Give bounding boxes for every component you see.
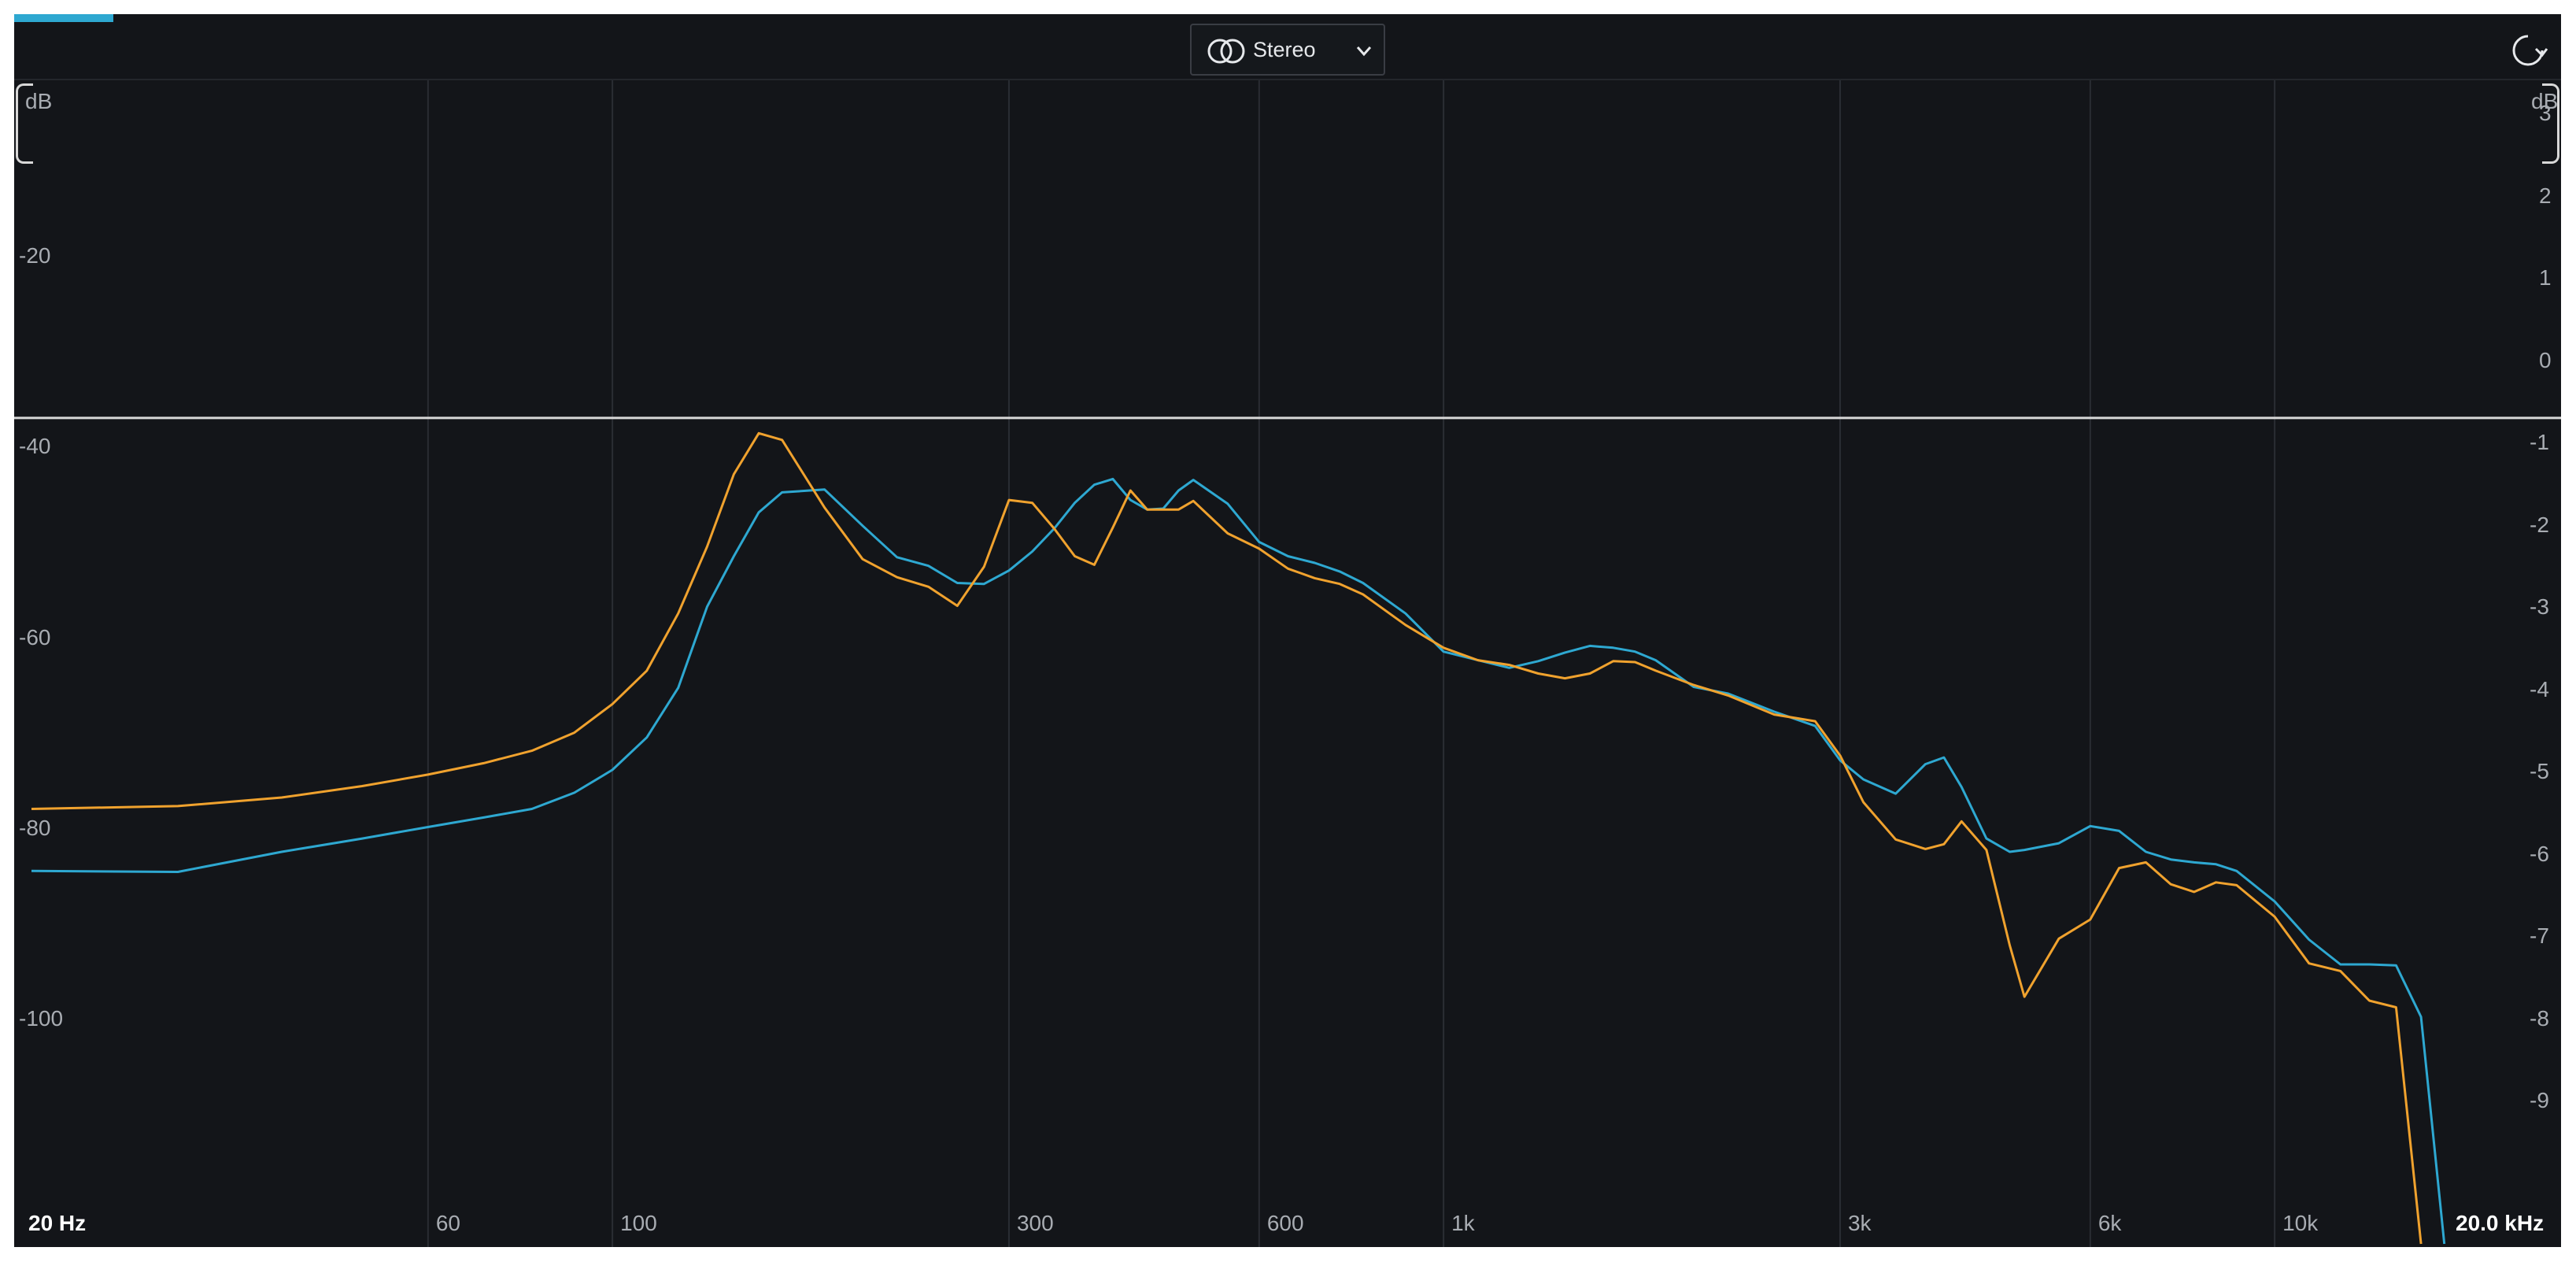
db-tick-left: -100	[19, 1006, 64, 1031]
db-tick-right: 1	[2539, 265, 2552, 290]
db-tick-right: -8	[2530, 1005, 2549, 1031]
stereo-icon	[1207, 39, 1245, 64]
toolbar-divider	[14, 79, 2561, 80]
freq-tick: 600	[1266, 1211, 1304, 1235]
db-tick-right: -7	[2530, 923, 2549, 948]
freq-tick: 10k	[2282, 1211, 2319, 1235]
top-margin	[0, 0, 2576, 14]
left-scale-handle[interactable]	[16, 83, 33, 164]
reset-icon[interactable]	[2508, 30, 2548, 71]
db-tick-right: 2	[2539, 183, 2552, 208]
db-tick-right: -5	[2530, 759, 2549, 783]
spectrum-chart	[14, 80, 2561, 1247]
accent-strip	[14, 14, 113, 22]
db-tick-right: -9	[2530, 1088, 2549, 1112]
db-tick-left: -20	[19, 243, 51, 268]
freq-tick: 300	[1016, 1211, 1054, 1235]
db-tick-right: 0	[2539, 347, 2552, 372]
db-tick-right: -3	[2530, 594, 2549, 619]
spectrum-analyzer-panel: Stereo dB dB -20 -40 -60 -80 -100 3 2 1 0 -1 -2 -3…	[14, 14, 2561, 1247]
spectrum-line-blue	[31, 477, 2446, 1245]
db-unit-right: dB	[2531, 89, 2559, 113]
db-tick-left: -60	[19, 624, 51, 650]
stereo-mode-dropdown[interactable]: Stereo	[1190, 24, 1385, 76]
db-tick-left: -80	[19, 815, 51, 840]
chevron-down-icon	[1356, 46, 1372, 57]
db-tick-left: -40	[19, 434, 51, 459]
freq-tick: 100	[620, 1211, 657, 1235]
db-tick-right: -2	[2530, 512, 2549, 537]
db-tick-right: -1	[2530, 430, 2549, 454]
db-tick-right: 3	[2539, 101, 2552, 125]
right-scale-handle[interactable]	[2542, 83, 2559, 164]
spectrum-line-orange	[31, 431, 2423, 1245]
freq-tick: 1k	[1451, 1211, 1475, 1235]
freq-tick: 20 Hz	[28, 1211, 87, 1235]
freq-tick: 60	[435, 1211, 460, 1235]
stereo-mode-label: Stereo	[1253, 38, 1316, 61]
db-tick-right: -6	[2530, 841, 2549, 866]
freq-tick: 20.0 kHz	[2456, 1211, 2545, 1235]
freq-tick: 3k	[1847, 1211, 1872, 1235]
freq-tick: 6k	[2097, 1211, 2122, 1235]
db-unit-left: dB	[25, 89, 53, 113]
db-tick-right: -4	[2530, 676, 2549, 701]
